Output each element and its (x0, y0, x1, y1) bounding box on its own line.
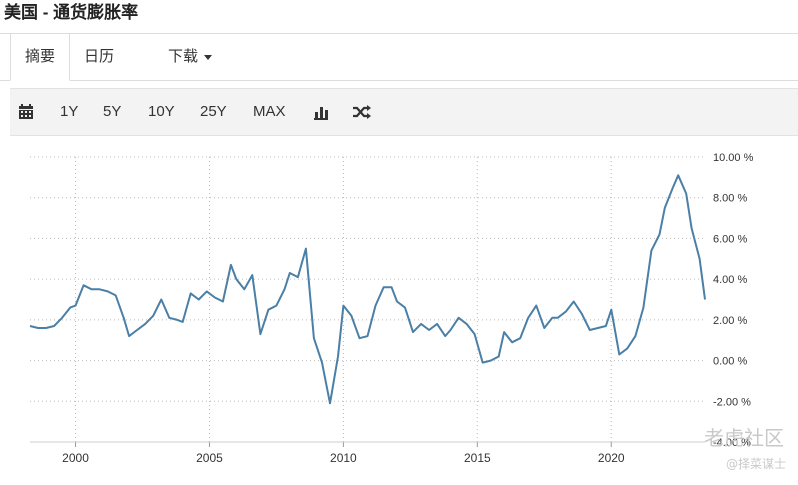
tab-summary[interactable]: 摘要 (10, 34, 70, 81)
tab-calendar[interactable]: 日历 (84, 48, 115, 65)
x-tick-label: 2010 (330, 451, 357, 465)
y-tick-label: 4.00 % (713, 274, 747, 286)
tab-download-label: 下载 (168, 48, 199, 65)
y-tick-label: 6.00 % (713, 233, 747, 245)
inflation-line-chart: 10.00 % 8.00 % 6.00 % 4.00 % 2.00 % 0.00 % -2.… (29, 152, 754, 465)
range-5y-button[interactable]: 5Y (103, 103, 122, 120)
y-tick-label: 2.00 % (713, 315, 747, 327)
y-tick-label: -4.00 % (713, 437, 751, 449)
x-tick-label: 2015 (464, 451, 491, 465)
series-line (29, 174, 706, 405)
range-25y-button[interactable]: 25Y (200, 103, 227, 120)
bar-chart-icon[interactable] (313, 89, 329, 135)
x-tick-label: 2000 (62, 451, 89, 465)
range-10y-button[interactable]: 10Y (148, 103, 175, 120)
calendar-icon[interactable] (18, 89, 34, 135)
y-tick-label: -2.00 % (713, 396, 751, 408)
shuffle-icon[interactable] (352, 89, 372, 135)
range-1y-button[interactable]: 1Y (60, 103, 79, 120)
y-tick-label: 0.00 % (713, 356, 747, 368)
y-tick-label: 8.00 % (713, 193, 747, 205)
tab-download[interactable]: 下载 (168, 34, 213, 80)
chart-toolbar: 1Y 5Y 10Y 25Y MAX (10, 88, 798, 136)
page-title: 美国 - 通货膨胀率 (4, 3, 139, 22)
y-tick-label: 10.00 % (713, 152, 754, 164)
caret-down-icon (204, 54, 213, 60)
tab-bar: 摘要 日历 下载 (0, 33, 798, 81)
chart-area: 10.00 % 8.00 % 6.00 % 4.00 % 2.00 % 0.00 % -2.… (0, 135, 798, 480)
watermark-community: 老虎社区 (704, 426, 784, 450)
x-tick-label: 2005 (196, 451, 223, 465)
watermark-author: @择菜谋士 (725, 457, 786, 471)
range-max-button[interactable]: MAX (253, 103, 286, 120)
x-tick-label: 2020 (598, 451, 625, 465)
